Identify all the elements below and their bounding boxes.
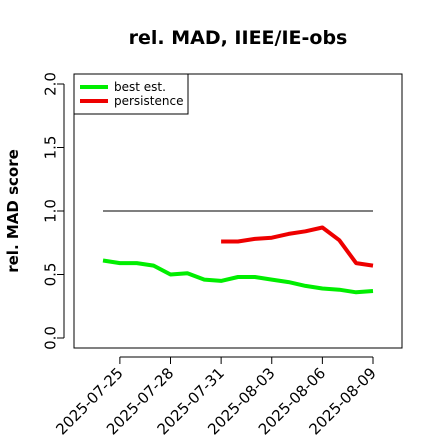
- y-tick-label: 2.0: [42, 72, 60, 96]
- y-axis-label: rel. MAD score: [4, 149, 22, 273]
- y-tick-label: 0.5: [42, 263, 60, 287]
- chart-title: rel. MAD, IIEE/IE-obs: [129, 27, 348, 49]
- series-line-best-est: [102, 258, 374, 295]
- legend-label: best est.: [114, 80, 166, 94]
- plot-area-frame: [73, 73, 403, 349]
- legend-box: [73, 73, 189, 115]
- y-tick-label: 0.0: [42, 326, 60, 350]
- y-tick-label: 1.5: [42, 136, 60, 160]
- y-tick-label: 1.0: [42, 199, 60, 223]
- series-line-persistence: [221, 225, 374, 268]
- legend-label: persistence: [114, 94, 183, 108]
